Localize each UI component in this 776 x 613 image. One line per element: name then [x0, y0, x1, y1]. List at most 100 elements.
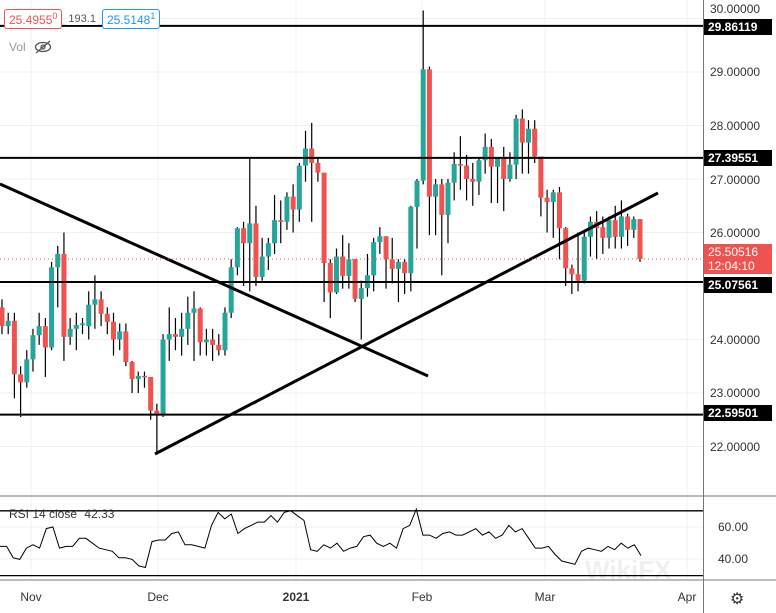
- candle-up: [284, 196, 290, 222]
- time-axis-label: 2021: [282, 590, 310, 604]
- price-axis-label: 26.00000: [710, 226, 761, 240]
- level-tag[interactable]: 27.39551: [704, 150, 772, 166]
- candle-down: [172, 334, 178, 337]
- candle-down: [563, 228, 569, 269]
- price-axis-label: 28.00000: [710, 119, 761, 133]
- candle-up: [395, 261, 401, 269]
- candle-down: [637, 219, 643, 259]
- candle-up: [234, 228, 240, 268]
- candle-down: [309, 148, 315, 163]
- trendline-ascending[interactable]: [154, 191, 659, 456]
- candle-down: [544, 197, 550, 203]
- candle-down: [532, 128, 538, 157]
- candle-down: [104, 313, 110, 322]
- candle-down: [98, 299, 104, 314]
- candle-up: [377, 236, 383, 243]
- candle-down: [61, 253, 67, 337]
- candle-down: [439, 184, 445, 215]
- candle-up: [247, 223, 253, 244]
- candle-down: [110, 321, 116, 340]
- price-axis-label: 24.00000: [710, 333, 761, 347]
- eye-slash-icon[interactable]: [34, 40, 52, 54]
- level-tag[interactable]: 22.59501: [704, 405, 772, 421]
- buy-price[interactable]: 25.51481: [101, 9, 161, 29]
- rsi-line: [0, 507, 642, 569]
- candle-down: [457, 164, 463, 166]
- time-axis-label: Feb: [411, 590, 433, 604]
- time-axis-label: Dec: [147, 590, 169, 604]
- candle-up: [346, 259, 352, 276]
- gear-icon[interactable]: ⚙: [730, 591, 745, 608]
- candle-down: [389, 259, 395, 269]
- candle-up: [86, 304, 92, 327]
- candle-down: [42, 326, 48, 348]
- candle-down: [340, 256, 346, 276]
- volume-legend: Vol: [9, 40, 52, 54]
- candle-down: [18, 374, 24, 383]
- candle-up: [618, 216, 624, 237]
- candle-up: [265, 243, 271, 257]
- candle-up: [179, 328, 185, 337]
- candle-up: [495, 158, 501, 167]
- candle-up: [222, 312, 228, 351]
- candle-up: [24, 359, 30, 383]
- candle-down: [216, 344, 222, 351]
- candle-up: [550, 192, 556, 203]
- candle-down: [426, 69, 432, 197]
- candle-down: [538, 156, 544, 198]
- candle-up: [160, 339, 166, 415]
- volume-label: Vol: [9, 40, 26, 54]
- price-axis-label: 29.00000: [710, 65, 761, 79]
- time-axis-label: Mar: [534, 590, 556, 604]
- candle-up: [482, 146, 488, 161]
- candle-down: [0, 307, 5, 327]
- spread-value: 193.1: [66, 13, 98, 25]
- sell-price[interactable]: 25.49550: [4, 9, 63, 29]
- watermark: WikiFX: [585, 555, 672, 585]
- candle-up: [451, 164, 457, 183]
- price-legend: 25.49550 193.1 25.51481: [4, 9, 161, 29]
- candle-down: [612, 220, 618, 237]
- candle-up: [358, 288, 364, 299]
- candle-up: [433, 184, 439, 197]
- candle-up: [92, 299, 98, 305]
- level-tag[interactable]: 29.86119: [704, 19, 772, 35]
- candle-up: [408, 206, 414, 274]
- candle-down: [600, 227, 606, 238]
- candle-up: [73, 325, 79, 329]
- candle-down: [123, 331, 129, 362]
- candle-up: [67, 328, 73, 337]
- candle-down: [488, 146, 494, 167]
- drawings[interactable]: [0, 182, 659, 456]
- candle-down: [210, 339, 216, 345]
- candle-up: [5, 320, 11, 327]
- candle-up: [30, 335, 36, 360]
- price-axis-label: 22.00000: [710, 440, 761, 454]
- candle-up: [203, 339, 209, 343]
- candle-up: [371, 242, 377, 276]
- trendline-descending[interactable]: [0, 182, 429, 378]
- candle-down: [148, 376, 154, 411]
- candle-up: [507, 164, 513, 179]
- candle-up: [631, 219, 637, 230]
- candle-down: [129, 361, 135, 380]
- rsi-legend: RSI 14 close 42.33: [9, 507, 118, 521]
- candle-up: [228, 267, 234, 313]
- price-axis-label: 23.00000: [710, 386, 761, 400]
- horizontal-levels[interactable]: [0, 24, 703, 416]
- candle-down: [556, 192, 562, 229]
- candle-up: [414, 180, 420, 207]
- candle-up: [55, 253, 61, 268]
- candle-down: [290, 196, 296, 210]
- bar-countdown: 12:04:10: [708, 259, 755, 273]
- candle-down: [154, 410, 160, 415]
- candle-down: [321, 172, 327, 263]
- candle-up: [606, 220, 612, 238]
- candle-down: [575, 274, 581, 281]
- candle-down: [141, 375, 147, 378]
- candle-up: [49, 267, 55, 348]
- candle-up: [513, 118, 519, 165]
- level-tag[interactable]: 25.07561: [704, 277, 772, 293]
- current-price: 25.50516: [708, 245, 759, 259]
